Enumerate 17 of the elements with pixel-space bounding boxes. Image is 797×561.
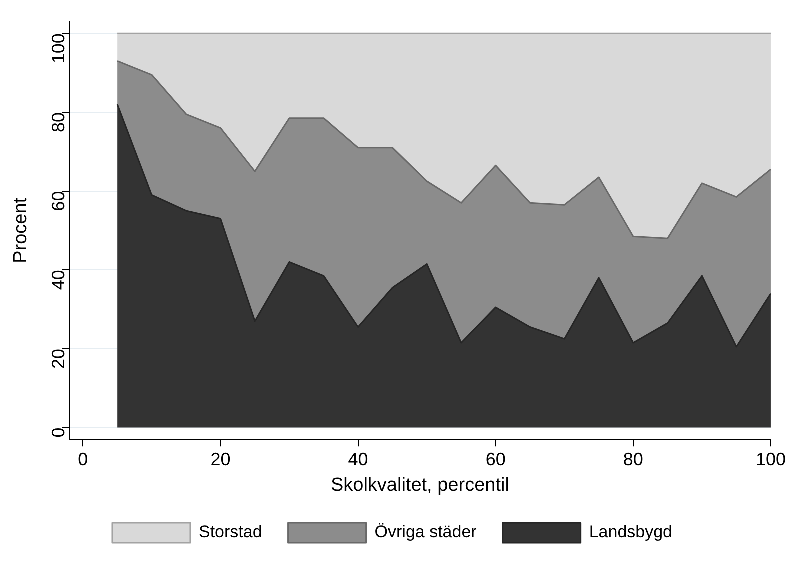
x-tick-label: 20 (210, 449, 231, 470)
y-tick-label: 100 (48, 34, 68, 64)
x-tick-label: 40 (348, 449, 368, 470)
x-tick-label: 100 (756, 449, 786, 470)
legend-label: Landsbygd (589, 522, 673, 542)
legend-label: Storstad (198, 522, 262, 542)
legend-label: Övriga städer (374, 522, 478, 542)
y-tick-label: 20 (48, 348, 68, 369)
x-axis-title: Skolkvalitet, percentil (330, 474, 510, 496)
y-axis-title: Procent (10, 197, 32, 264)
x-tick-label: 80 (623, 449, 644, 470)
y-tick-label: 0 (48, 428, 68, 438)
x-tick-label: 60 (486, 449, 506, 470)
y-tick-label: 80 (48, 112, 68, 132)
y-tick-label: 40 (48, 270, 68, 290)
y-tick-label: 60 (48, 191, 68, 212)
x-tick-label: 0 (78, 449, 88, 470)
